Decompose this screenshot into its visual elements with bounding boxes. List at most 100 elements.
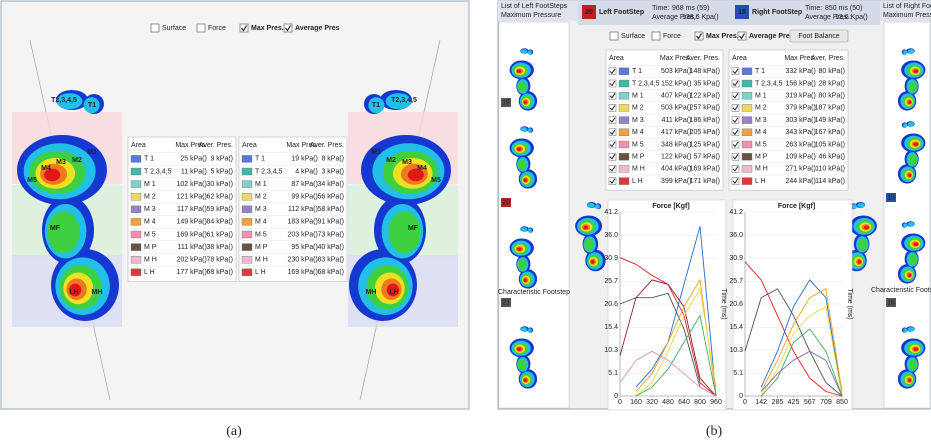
foot-label: M5 — [27, 177, 37, 184]
max-pressure: 411 kPa() — [662, 117, 692, 124]
checkbox[interactable] — [652, 32, 660, 40]
y-tick-label: 15.4 — [604, 324, 618, 331]
checkbox[interactable] — [610, 32, 618, 40]
area-swatch — [131, 218, 141, 225]
heat-layer — [518, 359, 527, 370]
chart-title: Force [Kgf] — [652, 203, 689, 210]
area-swatch — [619, 141, 629, 148]
foot-label: MF — [50, 225, 61, 232]
max-pressure: 112 kPa() — [288, 206, 318, 213]
y-tick-label: 10.3 — [604, 347, 618, 354]
area-swatch — [742, 165, 752, 172]
checkbox-label[interactable]: Max Pres. — [251, 25, 284, 32]
x-tick-label: 480 — [662, 399, 674, 406]
heat-layer — [908, 327, 915, 331]
foot-label: LH — [69, 289, 78, 296]
heat-layer — [583, 226, 588, 230]
x-tick-label: 320 — [646, 399, 658, 406]
area-name: M 5 — [632, 141, 644, 148]
area-name: M H — [755, 166, 768, 173]
foot-label: M3 — [56, 159, 66, 166]
table-header: Area — [732, 55, 747, 62]
area-name: M 1 — [755, 93, 767, 100]
foot-label: M1 — [371, 149, 381, 156]
max-pressure: 11 kPa() — [181, 168, 207, 175]
heat-layer — [914, 348, 918, 351]
caption: (a) — [226, 424, 242, 439]
step-number: 20 — [585, 9, 593, 16]
area-swatch — [131, 206, 141, 213]
table-header: Area — [242, 142, 257, 149]
checkbox[interactable] — [197, 24, 205, 32]
heat-layer — [914, 70, 918, 73]
x-tick-label: 567 — [804, 399, 816, 406]
step-info: 138,6 Kpa() — [682, 14, 719, 21]
foot-label: M1 — [87, 149, 97, 156]
x-tick-label: 640 — [678, 399, 690, 406]
area-swatch — [619, 80, 629, 87]
area-name: T 1 — [255, 156, 265, 163]
y-tick-label: 5.1 — [733, 370, 743, 377]
area-name: M 5 — [255, 231, 267, 238]
heat-layer — [524, 179, 527, 182]
area-name: M H — [255, 257, 268, 264]
button-label[interactable]: Foot Balance — [798, 33, 839, 40]
list-title: List of Right FootSteps — [883, 3, 931, 10]
checkbox-label[interactable]: Average Pres. — [749, 33, 795, 40]
checkbox-label[interactable]: Average Pres — [295, 25, 340, 32]
average-pressure: 38 kPa() — [207, 244, 233, 251]
heat-layer — [857, 203, 865, 208]
average-pressure: 80 kPa() — [819, 93, 845, 100]
area-swatch — [242, 193, 252, 200]
area-name: T 1 — [144, 156, 154, 163]
heat-layer — [518, 159, 527, 170]
max-pressure: 95 kPa() — [291, 244, 317, 251]
checkbox-label[interactable]: Surface — [162, 25, 186, 32]
heat-layer — [908, 49, 915, 53]
max-pressure: 319 kPa() — [786, 93, 816, 100]
area-name: M 3 — [755, 117, 767, 124]
checkbox-label[interactable]: Force — [663, 33, 681, 40]
area-swatch — [619, 165, 629, 172]
average-pressure: 40 kPa() — [318, 244, 344, 251]
foot-label: T2,3,4,5 — [51, 97, 77, 104]
average-pressure: 84 kPa() — [207, 219, 233, 226]
average-pressure: 205 kPa() — [690, 129, 720, 136]
checkbox[interactable] — [151, 24, 159, 32]
area-name: T 2,3,4,5 — [632, 80, 660, 87]
heat-layer — [518, 259, 527, 270]
heat-layer — [528, 328, 532, 332]
y-axis-label: Time (ms) — [720, 288, 727, 319]
area-swatch — [242, 181, 252, 188]
area-name: M 3 — [632, 117, 644, 124]
area-name: M P — [755, 154, 768, 161]
area-swatch — [242, 155, 252, 162]
heat-layer — [909, 359, 918, 370]
checkbox-label[interactable]: Force — [208, 25, 226, 32]
max-pressure: 121 kPa() — [176, 194, 206, 201]
table-header: Aver. Pres. — [199, 142, 233, 149]
heat-layer — [909, 81, 918, 92]
max-pressure: 169 kPa() — [176, 231, 206, 238]
heat-layer — [587, 203, 595, 208]
foot-label: M4 — [41, 165, 51, 172]
checkbox-label[interactable]: Max Pres. — [706, 33, 739, 40]
heat-layer — [909, 154, 918, 165]
area-name: M 2 — [755, 105, 767, 112]
heat-layer — [595, 204, 600, 209]
table-header: Aver. Pres. — [686, 55, 720, 62]
checkbox-label[interactable]: Surface — [621, 33, 645, 40]
area-swatch — [619, 178, 629, 185]
thumb-number: 16 — [887, 299, 895, 306]
max-pressure: 244 kPa() — [786, 178, 816, 185]
average-pressure: 91 kPa() — [318, 219, 344, 226]
heat-layer — [908, 122, 915, 126]
heat-layer — [524, 379, 527, 382]
average-pressure: 167 kPa() — [815, 129, 845, 136]
page: (a) (b) T1T1T2,3,4,5T2,3,4,5M1M1M2M2M3M3… — [0, 0, 931, 445]
max-pressure: 263 kPa() — [786, 141, 816, 148]
average-pressure: 125 kPa() — [690, 141, 720, 148]
foot-label: M2 — [72, 157, 82, 164]
list-title: List of Left FootSteps — [501, 3, 568, 10]
heat-layer — [858, 238, 868, 251]
